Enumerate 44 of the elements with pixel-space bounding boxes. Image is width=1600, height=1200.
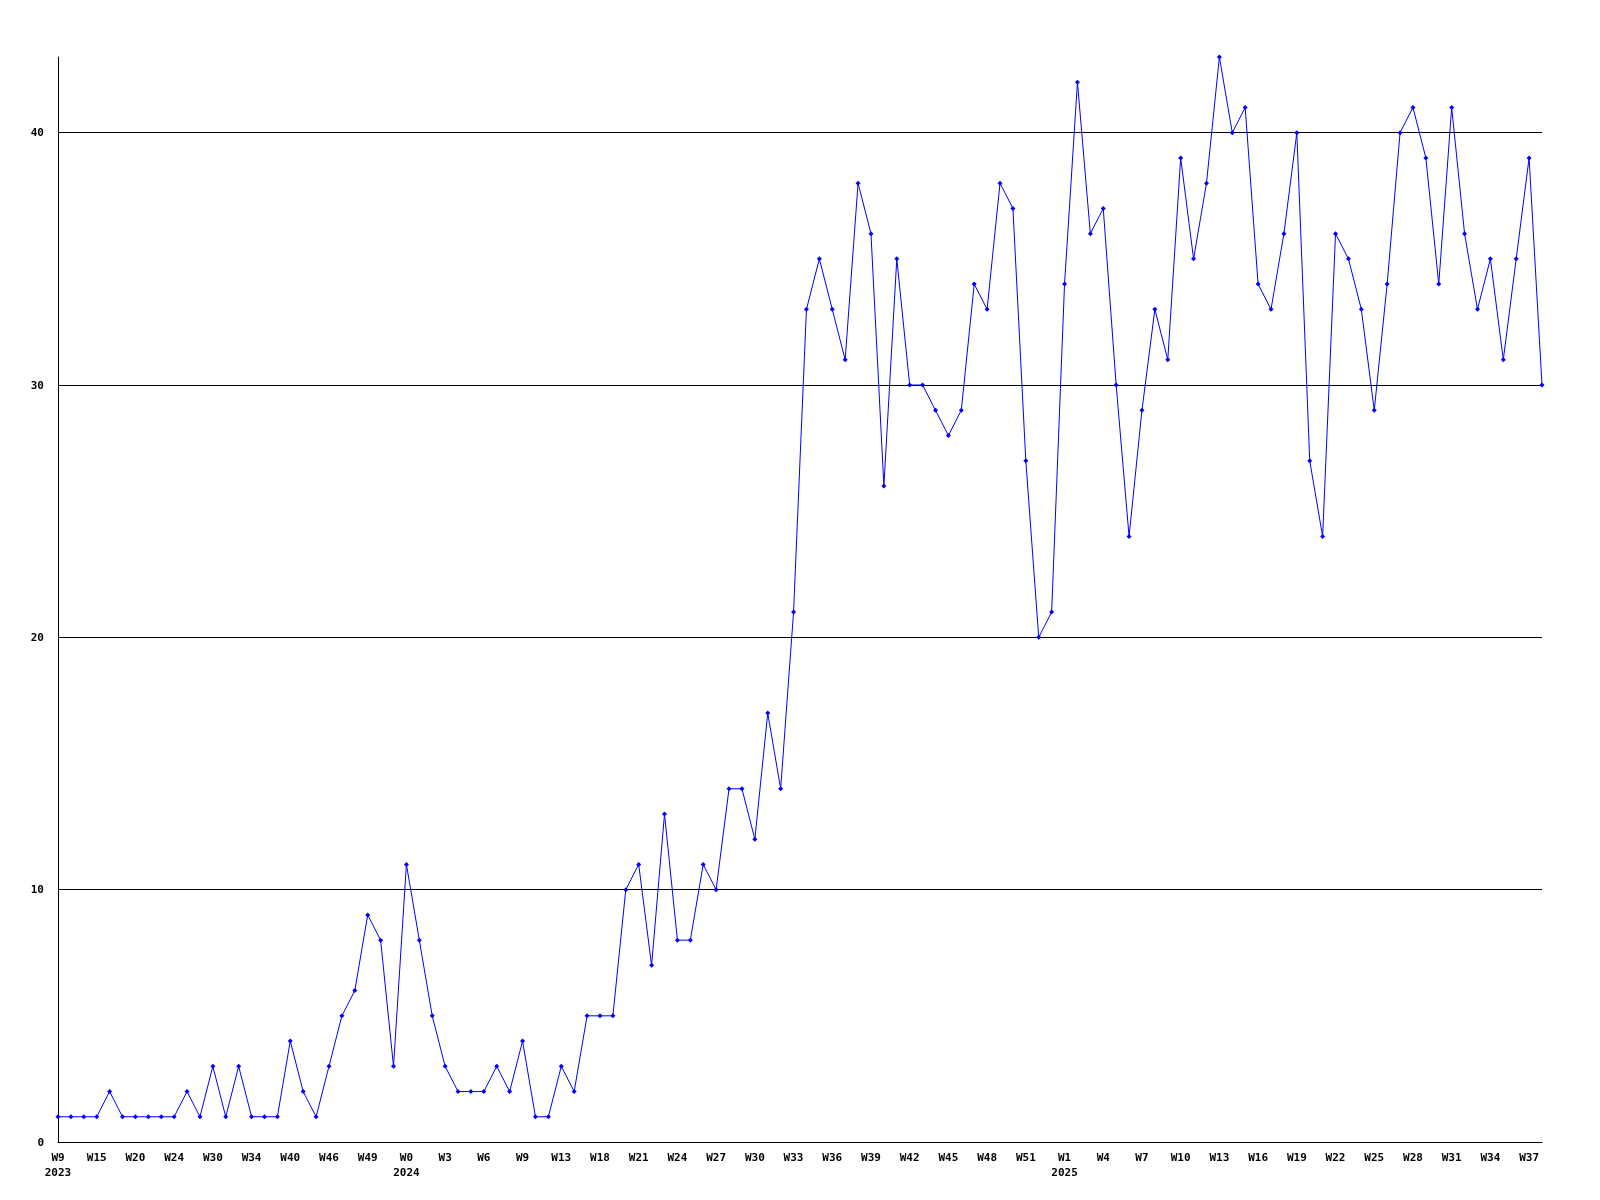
x-tick-label: W39 (861, 1151, 881, 1164)
y-tick-label: 0 (37, 1135, 44, 1149)
x-tick-label: W6 (477, 1151, 491, 1164)
y-tick-label: 20 (30, 630, 44, 644)
x-tick-label: W28 (1403, 1151, 1423, 1164)
x-tick-label: W15 (86, 1151, 107, 1164)
x-tick-label: W24 (667, 1151, 688, 1164)
x-tick-label: W27 (706, 1151, 727, 1164)
x-tick-label: W13 (551, 1151, 572, 1164)
x-tick-label: W13 (1209, 1151, 1230, 1164)
x-tick-label: W9 2023 (44, 1151, 72, 1179)
x-tick-label: W20 (125, 1151, 146, 1164)
x-tick-label: W10 (1170, 1151, 1191, 1164)
x-tick-label: W36 (822, 1151, 843, 1164)
x-tick-label: W42 (899, 1151, 920, 1164)
x-tick-label: W22 (1325, 1151, 1346, 1164)
y-tick-label: 10 (30, 883, 44, 897)
x-tick-label: W46 (319, 1151, 340, 1164)
x-tick-label: W21 (628, 1151, 649, 1164)
x-tick-label: W18 (590, 1151, 610, 1164)
x-tick-label: W37 (1519, 1151, 1540, 1164)
x-tick-label: W25 (1364, 1151, 1385, 1164)
x-tick-label: W31 (1441, 1151, 1462, 1164)
x-tick-label: W0 2024 (393, 1151, 421, 1179)
x-tick-label: W3 (438, 1151, 452, 1164)
x-tick-label: W19 (1286, 1151, 1307, 1164)
y-tick-label: 30 (30, 378, 44, 392)
x-tick-label: W34 (241, 1151, 262, 1164)
x-tick-label: W30 (202, 1151, 223, 1164)
x-tick-label: W40 (280, 1151, 301, 1164)
y-tick-label: 40 (30, 126, 44, 140)
x-tick-label: W24 (164, 1151, 185, 1164)
x-tick-label: W16 (1248, 1151, 1269, 1164)
x-tick-label: W51 (1015, 1151, 1037, 1164)
x-tick-label: W4 (1096, 1151, 1111, 1164)
x-tick-label: W49 (357, 1151, 378, 1164)
x-tick-label: W33 (783, 1151, 804, 1164)
x-tick-label: W45 (938, 1151, 959, 1164)
x-tick-label: W7 (1135, 1151, 1149, 1164)
x-tick-label: W1 2025 (1051, 1151, 1078, 1179)
x-tick-label: W30 (744, 1151, 765, 1164)
x-tick-label: W9 (515, 1151, 530, 1164)
x-tick-label: W48 (977, 1151, 998, 1164)
x-tick-label: W34 (1480, 1151, 1501, 1164)
